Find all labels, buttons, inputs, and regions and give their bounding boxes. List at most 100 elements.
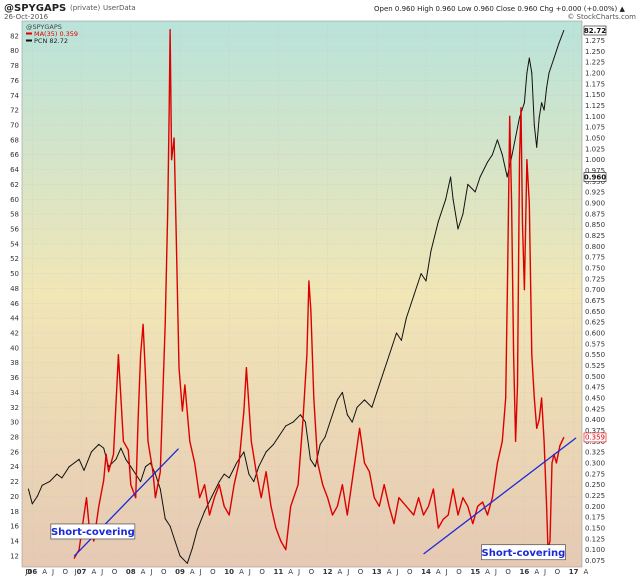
pcn-series-point <box>258 466 260 468</box>
pcn-series-point <box>531 72 533 74</box>
x-tick-label: A <box>534 568 539 576</box>
right-tick-label: 0.975 <box>585 167 605 175</box>
ma-series-point <box>208 514 210 516</box>
left-tick-label: 14 <box>10 538 19 546</box>
left-tick-label: 38 <box>10 359 19 367</box>
ma-series-point <box>260 497 262 499</box>
ma-series-point <box>93 540 95 542</box>
pcn-series-point <box>501 154 503 156</box>
chart-symbol: @SPYGAPS <box>4 3 66 14</box>
ma-series-point <box>181 410 183 412</box>
x-tick-label: O <box>63 568 69 576</box>
pcn-series-point <box>445 198 447 200</box>
left-tick-label: 30 <box>10 419 19 427</box>
ma-series-point <box>108 471 110 473</box>
callout-label: Short-covering <box>51 527 135 538</box>
right-tick-label: 0.600 <box>585 330 605 338</box>
ma-series-point <box>105 453 107 455</box>
left-tick-label: 12 <box>10 552 19 560</box>
pcn-series-point <box>204 510 206 512</box>
callout-box <box>50 523 136 540</box>
callout-label: Short-covering <box>482 548 566 559</box>
x-tick-label: O <box>407 568 413 576</box>
left-tick-label: 42 <box>10 330 19 338</box>
ma-series-point <box>442 518 444 520</box>
pcn-series-point <box>243 451 245 453</box>
pcn-series-point <box>563 30 565 32</box>
ma-series-point <box>437 527 439 529</box>
pcn-series-point <box>371 406 373 408</box>
ma-series-point <box>255 471 257 473</box>
x-tick-label: 08 <box>126 568 136 576</box>
right-tick-label: 0.225 <box>585 492 605 500</box>
ma-series-point <box>432 488 434 490</box>
x-tick-label: 14 <box>421 568 431 576</box>
x-tick-label: 17 <box>569 568 579 576</box>
ma-series-point <box>243 410 245 412</box>
ma-series-point <box>546 505 548 507</box>
ma-series-point <box>467 505 469 507</box>
x-tick-label: A <box>387 568 392 576</box>
pcn-series-point <box>120 447 122 449</box>
ma-series-point <box>218 484 220 486</box>
ma-series-point <box>173 137 175 139</box>
chart-header: @SPYGAPS (private) UserData 26-Oct-2016 … <box>4 3 636 21</box>
right-tick-label: 1.200 <box>585 70 605 78</box>
left-tick-label: 68 <box>10 136 19 144</box>
ma-series-point <box>213 497 215 499</box>
pcn-series-point <box>191 547 193 549</box>
ma-series-point <box>393 523 395 525</box>
pcn-series-point <box>253 481 255 483</box>
left-tick-label: 46 <box>10 300 19 308</box>
right-tick-label: 1.075 <box>585 124 605 132</box>
x-tick-label: J <box>149 568 152 576</box>
right-black-value-tag-text: 0.960 <box>584 173 606 181</box>
right-tick-label: 1.275 <box>585 37 605 45</box>
ma-series-point <box>103 479 105 481</box>
ma-series-point <box>551 462 553 464</box>
pcn-series-point <box>538 117 540 119</box>
x-tick-label: O <box>26 568 32 576</box>
left-tick-label: 76 <box>10 77 19 85</box>
pcn-series-point <box>536 146 538 148</box>
ma-series-point <box>154 497 156 499</box>
left-tick-label: 28 <box>10 434 19 442</box>
left-tick-label: 52 <box>10 255 19 263</box>
x-tick-label: O <box>210 568 216 576</box>
right-tick-label: 0.450 <box>585 395 605 403</box>
ma-series-point <box>85 497 87 499</box>
ma-series-point <box>533 397 535 399</box>
pcn-series-point <box>68 466 70 468</box>
legend-pcn-label: PCN 82.72 <box>34 37 68 45</box>
pcn-series-point <box>541 102 543 104</box>
ma-series-point <box>559 445 561 447</box>
ma-series-point <box>122 440 124 442</box>
x-tick-label: O <box>456 568 462 576</box>
ma-series-point <box>245 367 247 369</box>
pcn-series-point <box>145 466 147 468</box>
pcn-series-point <box>474 191 476 193</box>
right-tick-label: 0.950 <box>585 178 605 186</box>
pcn-series-point <box>73 462 75 464</box>
pcn-series-point <box>27 488 29 490</box>
left-tick-label: 34 <box>10 389 19 397</box>
right-tick-label: 0.575 <box>585 340 605 348</box>
ma-series-point <box>223 505 225 507</box>
ma-series-point <box>171 159 173 161</box>
x-tick-label: J <box>199 568 202 576</box>
ma-series-point <box>447 514 449 516</box>
right-tick-label: 0.475 <box>585 384 605 392</box>
pcn-series-point <box>309 458 311 460</box>
x-tick-label: 06 <box>27 568 37 576</box>
x-tick-label: A <box>337 568 342 576</box>
right-tick-label: 0.725 <box>585 275 605 283</box>
ma-series-point <box>164 323 166 325</box>
left-tick-label: 16 <box>10 523 19 531</box>
ohlc-readout: Open 0.960 High 0.960 Low 0.960 Close 0.… <box>374 5 626 13</box>
pcn-series-point <box>56 473 58 475</box>
ma-series-point <box>368 471 370 473</box>
pcn-series-point <box>49 481 51 483</box>
pcn-series-point <box>351 421 353 423</box>
pcn-series-point <box>391 347 393 349</box>
